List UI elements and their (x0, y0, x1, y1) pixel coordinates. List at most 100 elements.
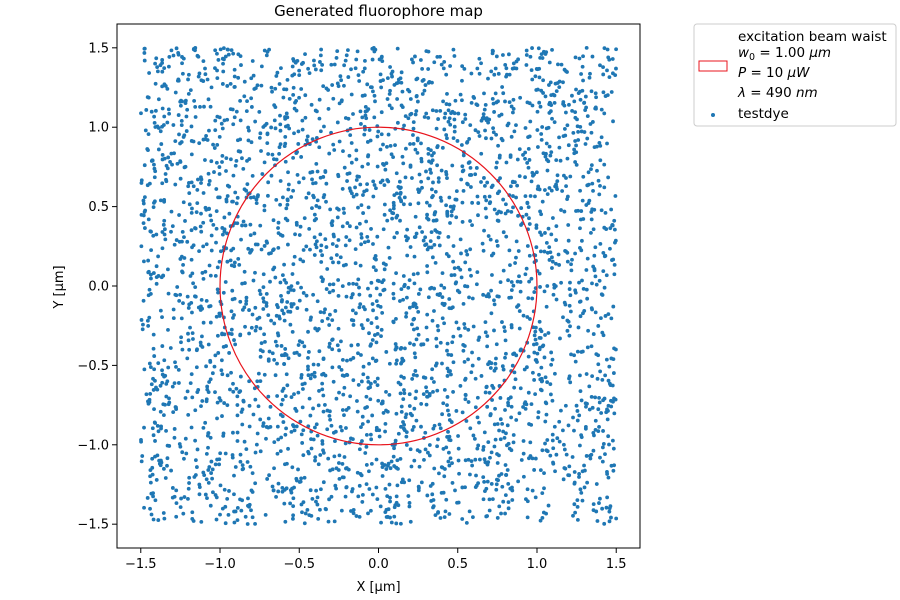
scatter-point (180, 229, 185, 234)
scatter-point (281, 386, 286, 391)
scatter-point (151, 494, 155, 499)
scatter-point (227, 351, 232, 355)
scatter-point (415, 271, 420, 276)
scatter-point (174, 238, 179, 242)
scatter-point (556, 62, 560, 67)
scatter-point (530, 456, 535, 461)
scatter-point (547, 100, 552, 105)
scatter-point (189, 257, 194, 262)
scatter-point (279, 294, 283, 298)
scatter-point (367, 361, 371, 366)
scatter-point (543, 188, 547, 192)
scatter-point (172, 435, 177, 440)
scatter-point (176, 113, 181, 117)
scatter-point (458, 384, 463, 388)
scatter-point (399, 361, 403, 366)
scatter-point (596, 353, 601, 358)
scatter-point (394, 316, 398, 321)
scatter-point (234, 201, 239, 206)
scatter-point (509, 325, 514, 330)
scatter-point (253, 450, 258, 455)
scatter-point (585, 480, 590, 485)
scatter-point (146, 132, 151, 137)
scatter-point (455, 139, 460, 143)
scatter-point (526, 296, 531, 300)
scatter-point (272, 440, 277, 445)
scatter-point (273, 373, 278, 378)
scatter-point (179, 316, 184, 321)
scatter-point (291, 516, 295, 521)
scatter-point (340, 357, 345, 362)
scatter-point (307, 227, 312, 231)
scatter-point (596, 407, 601, 412)
scatter-point (524, 212, 529, 217)
scatter-point (320, 62, 325, 67)
scatter-point (428, 484, 433, 488)
scatter-point (327, 323, 332, 327)
scatter-point (521, 451, 526, 456)
scatter-point (526, 165, 531, 170)
scatter-point (439, 283, 444, 288)
scatter-point (469, 273, 473, 278)
scatter-point (403, 175, 408, 180)
scatter-point (258, 417, 263, 422)
scatter-point (287, 126, 292, 131)
scatter-point (219, 368, 224, 373)
scatter-point (566, 473, 571, 477)
scatter-point (308, 488, 313, 493)
scatter-point (387, 103, 392, 108)
scatter-point (284, 426, 288, 431)
scatter-point (357, 292, 362, 297)
scatter-point (201, 220, 206, 225)
scatter-point (185, 294, 190, 299)
scatter-point (299, 285, 303, 290)
scatter-point (449, 372, 453, 377)
scatter-point (593, 427, 598, 432)
scatter-point (191, 47, 196, 52)
scatter-point (410, 428, 415, 432)
scatter-point (299, 155, 304, 159)
scatter-point (598, 496, 602, 501)
scatter-point (161, 222, 166, 227)
scatter-point (167, 396, 171, 401)
scatter-point (265, 132, 270, 137)
scatter-point (438, 195, 443, 200)
scatter-point (483, 102, 488, 107)
scatter-point (394, 215, 399, 220)
scatter-point (218, 512, 222, 517)
scatter-point (309, 102, 314, 107)
scatter-point (566, 223, 571, 227)
scatter-point (292, 351, 297, 356)
scatter-point (267, 473, 271, 478)
scatter-point (319, 260, 324, 264)
scatter-point (518, 95, 523, 100)
scatter-point (401, 297, 405, 302)
scatter-point (463, 458, 468, 463)
scatter-point (283, 159, 288, 164)
scatter-point (484, 294, 489, 299)
scatter-point (505, 443, 509, 448)
scatter-point (608, 246, 612, 251)
scatter-point (149, 512, 154, 517)
scatter-point (467, 137, 472, 141)
scatter-point (199, 175, 203, 180)
scatter-point (339, 508, 344, 513)
scatter-point (557, 263, 562, 267)
scatter-point (158, 409, 163, 414)
scatter-point (244, 109, 249, 114)
scatter-point (552, 424, 557, 429)
scatter-point (475, 66, 480, 71)
scatter-point (578, 443, 582, 448)
scatter-point (473, 172, 478, 177)
scatter-point (368, 432, 373, 437)
scatter-point (577, 413, 582, 418)
scatter-point (266, 180, 271, 185)
scatter-point (235, 439, 240, 443)
scatter-point (213, 493, 218, 497)
scatter-point (523, 126, 528, 130)
scatter-point (348, 357, 353, 362)
scatter-point (448, 456, 453, 461)
scatter-point (146, 148, 150, 153)
scatter-point (282, 362, 287, 366)
scatter-point (376, 398, 381, 403)
